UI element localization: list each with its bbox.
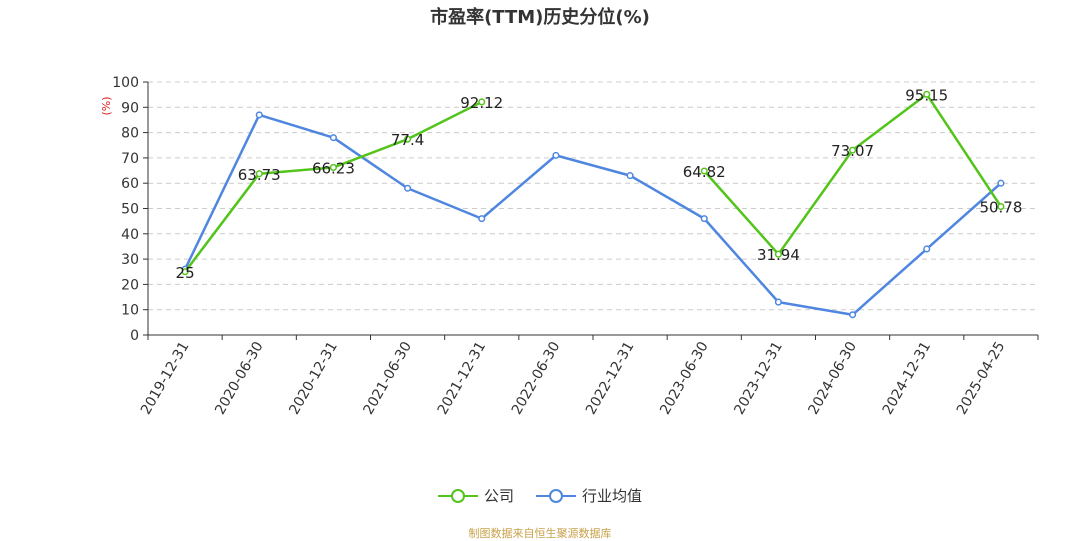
point-industry xyxy=(552,151,560,159)
data-label-layer: 25 63.73 66.23 77.4 92.12 64.82 31.94 73.07 95.1… xyxy=(176,86,1023,281)
source-note: 制图数据来自恒生聚源数据库 xyxy=(468,527,612,540)
y-tick-label: 50 xyxy=(121,202,139,218)
point-industry xyxy=(774,298,782,306)
legend-company-label: 公司 xyxy=(483,487,514,505)
point-industry xyxy=(997,179,1005,187)
x-tick-label: 2020-06-30 xyxy=(212,339,267,417)
y-tick-label: 30 xyxy=(121,252,139,268)
x-tick-label: 2024-12-31 xyxy=(880,339,935,417)
series-line-company xyxy=(184,100,483,273)
x-tick-label: 2025-04-25 xyxy=(954,339,1009,417)
legend: 公司 行业均值 xyxy=(0,485,1080,506)
point-industry xyxy=(923,245,931,253)
data-label-company: 64.82 xyxy=(683,163,726,181)
y-tick-label: 10 xyxy=(121,303,139,319)
point-company xyxy=(255,170,263,178)
legend-company-marker xyxy=(437,488,478,503)
data-label-company: 31.94 xyxy=(757,246,800,264)
point-industry xyxy=(404,184,412,192)
data-label-company: 50.78 xyxy=(979,199,1022,217)
data-label-company: 66.23 xyxy=(312,159,355,177)
data-label-company: 95.15 xyxy=(905,86,948,104)
data-label-company: 92.12 xyxy=(460,94,503,112)
x-tick-label: 2021-12-31 xyxy=(435,339,490,417)
grid-layer xyxy=(148,81,1038,311)
y-tick-label: 70 xyxy=(121,151,139,167)
x-tick-label: 2022-06-30 xyxy=(509,339,564,417)
point-industry xyxy=(700,215,708,223)
point-industry xyxy=(255,111,263,119)
series-line-industry xyxy=(183,113,1002,317)
y-axis-label: (%) xyxy=(100,96,113,115)
x-tick-label: 2020-12-31 xyxy=(286,339,341,417)
y-tick-label: 0 xyxy=(130,328,139,344)
data-label-company: 63.73 xyxy=(238,166,281,184)
y-tick-label: 80 xyxy=(121,126,139,142)
point-industry xyxy=(329,134,337,142)
data-label-company: 25 xyxy=(176,264,195,282)
data-label-company: 73.07 xyxy=(831,142,874,160)
point-company xyxy=(478,98,486,106)
axis-layer: 0 10 20 30 40 50 60 70 80 90 100 (%) 2019-12-31 2020-… xyxy=(100,75,1039,417)
y-tick-label: 20 xyxy=(121,277,139,293)
legend-item-industry[interactable]: 行业均值 xyxy=(536,485,642,506)
point-industry xyxy=(849,311,857,319)
x-tick-label: 2022-12-31 xyxy=(583,339,638,417)
legend-industry-marker xyxy=(536,488,576,503)
y-tick-label: 60 xyxy=(121,176,139,192)
data-label-company: 77.4 xyxy=(391,131,424,149)
point-industry xyxy=(626,172,634,180)
point-company xyxy=(404,135,412,143)
legend-industry-label: 行业均值 xyxy=(582,487,643,505)
point-company xyxy=(774,250,782,258)
y-tick-label: 90 xyxy=(121,100,139,116)
x-tick-label: 2019-12-31 xyxy=(138,339,193,417)
series-layer xyxy=(181,90,1005,319)
x-tick-label: 2024-06-30 xyxy=(806,339,861,417)
x-tick-label: 2021-06-30 xyxy=(361,339,416,417)
chart-title: 市盈率(TTM)历史分位(%) xyxy=(430,7,650,28)
series-line-company xyxy=(703,93,1002,256)
x-tick-label: 2023-12-31 xyxy=(731,339,786,417)
point-industry xyxy=(478,215,486,223)
y-tick-label: 100 xyxy=(112,75,139,91)
point-company xyxy=(181,268,189,276)
point-company xyxy=(849,146,857,154)
point-company xyxy=(329,163,337,171)
y-tick-label: 40 xyxy=(121,227,139,243)
point-company xyxy=(700,167,708,175)
point-company xyxy=(923,90,931,98)
point-company xyxy=(997,202,1005,211)
legend-item-company[interactable]: 公司 xyxy=(437,485,514,506)
x-tick-label: 2023-06-30 xyxy=(657,339,712,417)
